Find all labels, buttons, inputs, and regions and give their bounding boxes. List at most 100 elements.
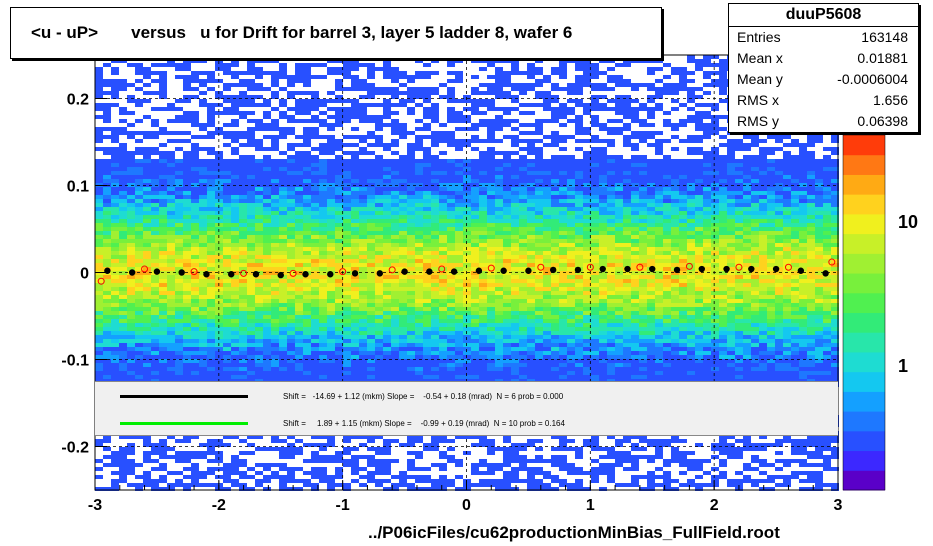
heatmap-cell <box>199 315 207 319</box>
heatmap-cell <box>295 215 303 219</box>
heatmap-cell <box>671 99 679 103</box>
heatmap-cell <box>543 283 551 287</box>
heatmap-cell <box>711 251 719 255</box>
heatmap-cell <box>255 259 263 263</box>
heatmap-cell <box>783 163 791 167</box>
heatmap-cell <box>119 87 127 91</box>
heatmap-cell <box>591 147 599 151</box>
heatmap-cell <box>647 115 655 119</box>
heatmap-cell <box>687 287 695 291</box>
heatmap-cell <box>703 267 711 271</box>
heatmap-cell <box>103 255 111 259</box>
heatmap-cell <box>183 291 191 295</box>
heatmap-cell <box>535 119 543 123</box>
heatmap-cell <box>479 247 487 251</box>
heatmap-cell <box>639 59 647 63</box>
heatmap-cell <box>575 87 583 91</box>
heatmap-cell <box>487 123 495 127</box>
heatmap-cell <box>551 259 559 263</box>
heatmap-cell <box>719 263 727 267</box>
heatmap-cell <box>295 191 303 195</box>
heatmap-cell <box>375 199 383 203</box>
heatmap-cell <box>271 119 279 123</box>
heatmap-cell <box>495 303 503 307</box>
heatmap-cell <box>831 175 839 179</box>
heatmap-cell <box>687 235 695 239</box>
heatmap-cell <box>183 315 191 319</box>
heatmap-cell <box>103 135 111 139</box>
heatmap-cell <box>151 159 159 163</box>
heatmap-cell <box>599 311 607 315</box>
heatmap-cell <box>479 287 487 291</box>
heatmap-cell <box>303 127 311 131</box>
heatmap-cell <box>487 275 495 279</box>
heatmap-cell <box>503 123 511 127</box>
heatmap-cell <box>751 255 759 259</box>
heatmap-cell <box>711 63 719 67</box>
heatmap-cell <box>255 119 263 123</box>
heatmap-cell <box>639 239 647 243</box>
heatmap-cell <box>815 275 823 279</box>
heatmap-cell <box>519 299 527 303</box>
heatmap-cell <box>343 207 351 211</box>
heatmap-cell <box>783 151 791 155</box>
heatmap-cell <box>631 163 639 167</box>
heatmap-cell <box>735 271 743 275</box>
heatmap-cell <box>231 227 239 231</box>
heatmap-cell <box>487 167 495 171</box>
heatmap-cell <box>647 291 655 295</box>
heatmap-cell <box>295 239 303 243</box>
heatmap-cell <box>175 259 183 263</box>
heatmap-cell <box>279 199 287 203</box>
heatmap-cell <box>615 219 623 223</box>
heatmap-cell <box>311 267 319 271</box>
heatmap-cell <box>359 235 367 239</box>
heatmap-cell <box>407 163 415 167</box>
heatmap-cell <box>191 147 199 151</box>
heatmap-cell <box>431 135 439 139</box>
heatmap-cell <box>735 247 743 251</box>
heatmap-cell <box>687 223 695 227</box>
heatmap-cell <box>247 247 255 251</box>
heatmap-cell <box>207 147 215 151</box>
heatmap-cell <box>775 303 783 307</box>
heatmap-cell <box>535 219 543 223</box>
heatmap-cell <box>527 123 535 127</box>
heatmap-cell <box>767 191 775 195</box>
heatmap-cell <box>463 183 471 187</box>
heatmap-cell <box>199 83 207 87</box>
heatmap-cell <box>119 299 127 303</box>
heatmap-cell <box>431 159 439 163</box>
heatmap-cell <box>311 227 319 231</box>
heatmap-cell <box>671 283 679 287</box>
heatmap-cell <box>271 59 279 63</box>
heatmap-cell <box>431 263 439 267</box>
heatmap-cell <box>143 91 151 95</box>
heatmap-cell <box>575 119 583 123</box>
heatmap-cell <box>727 251 735 255</box>
heatmap-cell <box>351 215 359 219</box>
heatmap-cell <box>247 187 255 191</box>
heatmap-cell <box>575 303 583 307</box>
heatmap-cell <box>279 215 287 219</box>
heatmap-cell <box>415 255 423 259</box>
heatmap-cell <box>207 267 215 271</box>
heatmap-cell <box>735 167 743 171</box>
heatmap-cell <box>111 131 119 135</box>
heatmap-cell <box>519 303 527 307</box>
heatmap-cell <box>463 251 471 255</box>
heatmap-cell <box>223 271 231 275</box>
heatmap-cell <box>263 99 271 103</box>
heatmap-cell <box>447 267 455 271</box>
heatmap-cell <box>383 227 391 231</box>
heatmap-cell <box>279 179 287 183</box>
heatmap-cell <box>639 215 647 219</box>
heatmap-cell <box>127 223 135 227</box>
heatmap-cell <box>303 159 311 163</box>
heatmap-cell <box>183 151 191 155</box>
heatmap-cell <box>327 135 335 139</box>
heatmap-cell <box>751 139 759 143</box>
heatmap-cell <box>127 195 135 199</box>
heatmap-cell <box>631 263 639 267</box>
heatmap-cell <box>503 231 511 235</box>
